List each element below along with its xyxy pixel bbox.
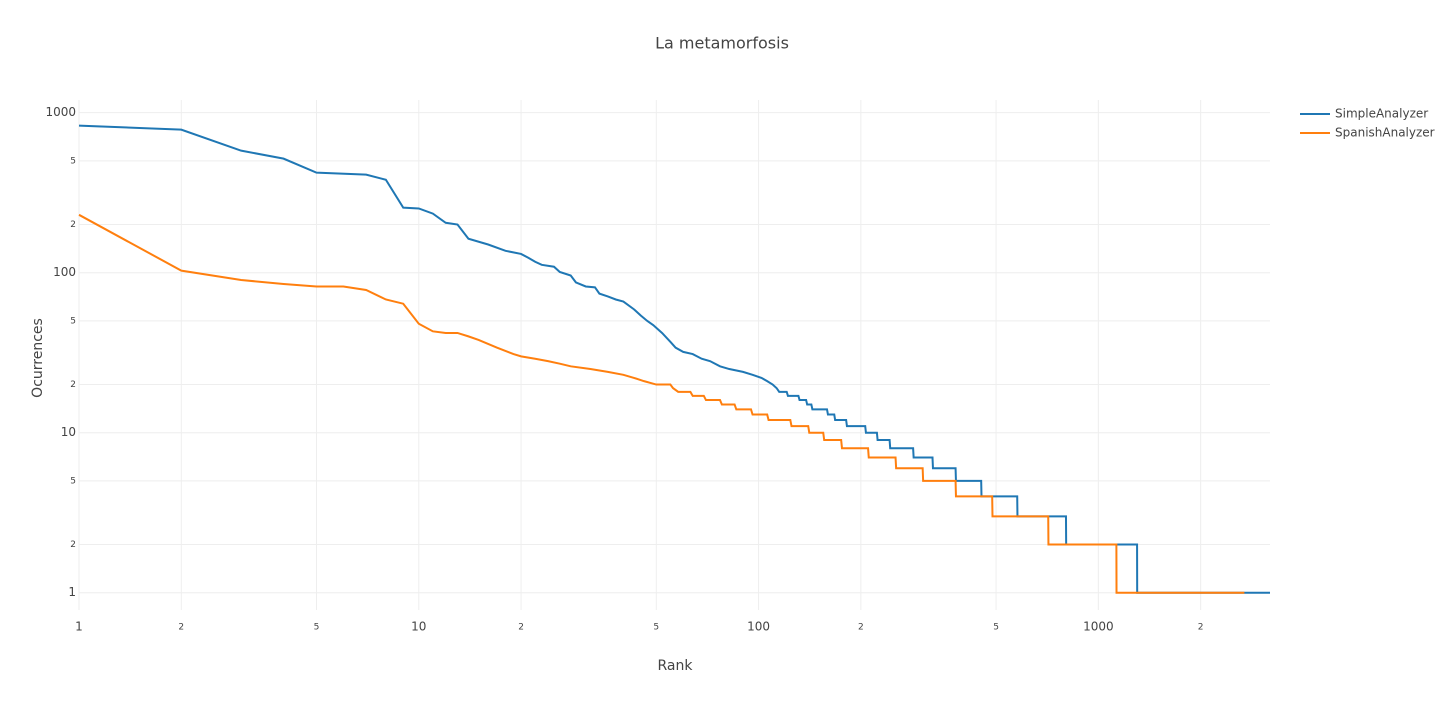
y-tick-label: 100 xyxy=(53,265,76,279)
x-tick-label: 100 xyxy=(747,620,770,634)
y-tick-label: 5 xyxy=(70,476,76,486)
x-tick-label: 2 xyxy=(858,623,864,633)
series-line xyxy=(78,213,1245,594)
y-tick-label: 5 xyxy=(70,316,76,326)
x-tick-label: 2 xyxy=(518,623,524,633)
y-tick-label: 2 xyxy=(70,540,76,550)
y-tick-label: 5 xyxy=(70,156,76,166)
y-tick-label: 2 xyxy=(70,380,76,390)
y-tick-label: 10 xyxy=(61,425,76,439)
y-axis-title: Ocurrences xyxy=(30,318,46,398)
series-line xyxy=(78,124,1270,594)
x-tick-label: 2 xyxy=(1198,623,1204,633)
x-axis-title: Rank xyxy=(658,658,694,674)
x-tick-label: 5 xyxy=(993,623,999,633)
y-tick-label: 1 xyxy=(68,585,76,599)
x-tick-label: 10 xyxy=(411,620,426,634)
x-tick-label: 5 xyxy=(653,623,659,633)
x-tick-label: 5 xyxy=(314,623,320,633)
chart-title: La metamorfosis xyxy=(655,34,789,53)
x-tick-label: 2 xyxy=(178,623,184,633)
x-tick-label: 1000 xyxy=(1083,620,1114,634)
legend-label: SimpleAnalyzer xyxy=(1335,107,1428,121)
y-tick-label: 2 xyxy=(70,220,76,230)
x-tick-label: 1 xyxy=(75,620,83,634)
legend-label: SpanishAnalyzer xyxy=(1335,126,1435,140)
y-tick-label: 1000 xyxy=(45,105,76,119)
